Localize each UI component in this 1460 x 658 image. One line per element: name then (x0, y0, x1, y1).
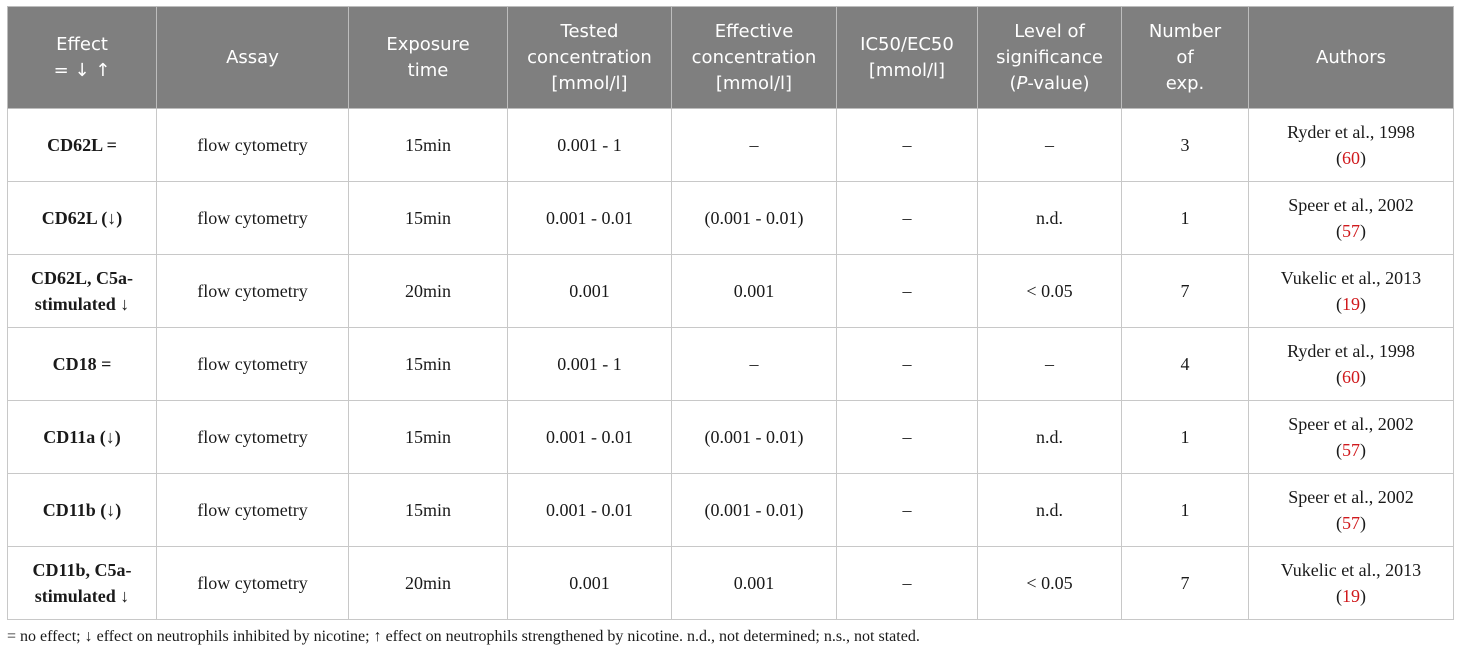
cell-time: 15min (348, 181, 508, 255)
cell-number: 1 (1121, 181, 1249, 255)
header-authors: Authors (1248, 6, 1454, 109)
cell-effective: 0.001 (671, 546, 837, 620)
cell-author: Vukelic et al., 2013 (19) (1248, 546, 1454, 620)
cell-significance: – (977, 108, 1122, 182)
cell-effective: (0.001 - 0.01) (671, 473, 837, 547)
cell-tested: 0.001 (507, 254, 672, 328)
cell-author: Ryder et al., 1998 (60) (1248, 327, 1454, 401)
cell-assay: flow cytometry (156, 473, 349, 547)
header-ic50: IC50/EC50 [mmol/l] (836, 6, 978, 109)
cell-author: Speer et al., 2002 (57) (1248, 473, 1454, 547)
cell-effect: CD11b, C5a-stimulated ↓ (7, 546, 157, 620)
cell-significance: n.d. (977, 181, 1122, 255)
cell-time: 20min (348, 546, 508, 620)
cell-number: 1 (1121, 473, 1249, 547)
cell-effective: (0.001 - 0.01) (671, 181, 837, 255)
cell-time: 15min (348, 327, 508, 401)
cell-assay: flow cytometry (156, 327, 349, 401)
cell-tested: 0.001 - 1 (507, 108, 672, 182)
cell-tested: 0.001 - 1 (507, 327, 672, 401)
cell-time: 15min (348, 400, 508, 474)
cell-number: 7 (1121, 254, 1249, 328)
table-header: Effect = ↓ ↑ Assay Exposure time Tested con… (7, 6, 1454, 109)
neutrophil-effects-table: Effect = ↓ ↑ Assay Exposure time Tested con… (7, 6, 1454, 620)
header-assay: Assay (156, 6, 349, 109)
cell-time: 15min (348, 108, 508, 182)
cell-number: 4 (1121, 327, 1249, 401)
header-row: Effect = ↓ ↑ Assay Exposure time Tested con… (7, 6, 1454, 109)
cell-author: Vukelic et al., 2013 (19) (1248, 254, 1454, 328)
table-body: CD62L = flow cytometry 15min 0.001 - 1 –… (7, 108, 1454, 620)
cell-effect: CD62L = (7, 108, 157, 182)
reference-link[interactable]: 60 (1342, 367, 1360, 387)
cell-significance: n.d. (977, 400, 1122, 474)
table-row: CD18 = flow cytometry 15min 0.001 - 1 – … (7, 327, 1454, 401)
cell-effective: 0.001 (671, 254, 837, 328)
cell-number: 7 (1121, 546, 1249, 620)
reference-link[interactable]: 19 (1342, 294, 1360, 314)
table-row: CD62L = flow cytometry 15min 0.001 - 1 –… (7, 108, 1454, 182)
cell-effective: – (671, 327, 837, 401)
cell-ic50: – (836, 546, 978, 620)
cell-tested: 0.001 - 0.01 (507, 473, 672, 547)
table-row: CD11a (↓) flow cytometry 15min 0.001 - 0… (7, 400, 1454, 474)
table-row: CD11b, C5a-stimulated ↓ flow cytometry 2… (7, 546, 1454, 620)
cell-number: 3 (1121, 108, 1249, 182)
cell-effective: (0.001 - 0.01) (671, 400, 837, 474)
cell-ic50: – (836, 254, 978, 328)
cell-tested: 0.001 (507, 546, 672, 620)
reference-link[interactable]: 60 (1342, 148, 1360, 168)
reference-link[interactable]: 19 (1342, 586, 1360, 606)
cell-author: Speer et al., 2002 (57) (1248, 400, 1454, 474)
cell-ic50: – (836, 400, 978, 474)
cell-assay: flow cytometry (156, 181, 349, 255)
cell-tested: 0.001 - 0.01 (507, 181, 672, 255)
header-effective-concentration: Effective concentration [mmol/l] (671, 6, 837, 109)
cell-time: 15min (348, 473, 508, 547)
cell-effect: CD62L, C5a-stimulated ↓ (7, 254, 157, 328)
cell-effect: CD11b (↓) (7, 473, 157, 547)
header-effect: Effect = ↓ ↑ (7, 6, 157, 109)
cell-significance: < 0.05 (977, 254, 1122, 328)
cell-effective: – (671, 108, 837, 182)
reference-link[interactable]: 57 (1342, 513, 1360, 533)
cell-assay: flow cytometry (156, 400, 349, 474)
cell-author: Speer et al., 2002 (57) (1248, 181, 1454, 255)
cell-effect: CD62L (↓) (7, 181, 157, 255)
cell-assay: flow cytometry (156, 108, 349, 182)
header-significance: Level of significance (P-value) (977, 6, 1122, 109)
p-symbol: P (1016, 72, 1028, 94)
table-footnote: = no effect; ↓ effect on neutrophils inh… (7, 628, 920, 645)
data-table-container: Effect = ↓ ↑ Assay Exposure time Tested con… (7, 6, 1454, 620)
cell-author: Ryder et al., 1998 (60) (1248, 108, 1454, 182)
cell-tested: 0.001 - 0.01 (507, 400, 672, 474)
table-row: CD62L, C5a-stimulated ↓ flow cytometry 2… (7, 254, 1454, 328)
reference-link[interactable]: 57 (1342, 440, 1360, 460)
cell-assay: flow cytometry (156, 546, 349, 620)
cell-time: 20min (348, 254, 508, 328)
cell-ic50: – (836, 473, 978, 547)
header-exposure-time: Exposure time (348, 6, 508, 109)
cell-significance: n.d. (977, 473, 1122, 547)
cell-significance: < 0.05 (977, 546, 1122, 620)
cell-effect: CD11a (↓) (7, 400, 157, 474)
cell-ic50: – (836, 181, 978, 255)
cell-assay: flow cytometry (156, 254, 349, 328)
cell-significance: – (977, 327, 1122, 401)
table-row: CD11b (↓) flow cytometry 15min 0.001 - 0… (7, 473, 1454, 547)
cell-ic50: – (836, 108, 978, 182)
cell-ic50: – (836, 327, 978, 401)
header-number-of-exp: Number of exp. (1121, 6, 1249, 109)
reference-link[interactable]: 57 (1342, 221, 1360, 241)
cell-effect: CD18 = (7, 327, 157, 401)
header-tested-concentration: Tested concentration [mmol/l] (507, 6, 672, 109)
cell-number: 1 (1121, 400, 1249, 474)
table-row: CD62L (↓) flow cytometry 15min 0.001 - 0… (7, 181, 1454, 255)
